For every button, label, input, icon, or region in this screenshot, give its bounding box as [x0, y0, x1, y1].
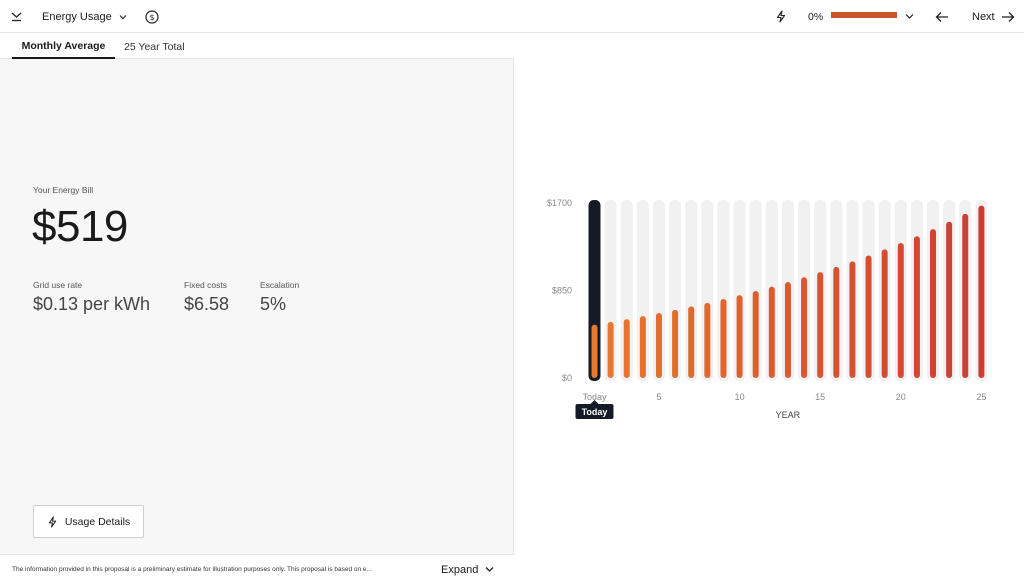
- bar-year-25: [978, 205, 985, 378]
- bar-year-10: [736, 295, 743, 378]
- progress-fill: [831, 12, 897, 18]
- progress-percent: 0%: [808, 10, 824, 23]
- bar-year-3: [623, 319, 630, 378]
- chevron-down-icon: [119, 14, 127, 19]
- expand-label: Expand: [441, 563, 479, 576]
- energy-bill-bar-chart: $0 $850 $1700 Today 5 10 15 20 25 YEAR Today: [547, 198, 988, 420]
- next-button[interactable]: Next: [972, 0, 1015, 33]
- x-tick-label: 20: [896, 392, 906, 402]
- bar-year-7: [688, 306, 695, 378]
- x-axis-label: YEAR: [776, 410, 801, 420]
- tab-monthly-average[interactable]: Monthly Average: [12, 34, 115, 59]
- bar-year-13: [784, 282, 791, 378]
- usage-details-label: Usage Details: [64, 515, 131, 528]
- progress-chevron-down-icon[interactable]: [904, 0, 915, 33]
- fixed-costs-label: Fixed costs: [184, 280, 227, 290]
- bar-year-1: [591, 324, 598, 378]
- next-label: Next: [972, 10, 995, 23]
- bar-year-18: [865, 255, 872, 378]
- bar-year-20: [897, 242, 904, 378]
- x-tick-label: 25: [976, 392, 986, 402]
- progress-bar: [831, 12, 897, 18]
- y-tick-label: $850: [552, 286, 572, 296]
- bar-year-19: [881, 249, 888, 378]
- bar-year-6: [672, 309, 679, 378]
- bar-year-14: [801, 277, 808, 378]
- bar-year-11: [752, 291, 759, 378]
- lightning-icon[interactable]: [775, 0, 787, 33]
- chevron-down-icon: [485, 567, 494, 572]
- escalation-label: Escalation: [260, 280, 300, 290]
- top-bar: Energy Usage $ 0% Next: [0, 0, 1024, 33]
- x-tick-label: 10: [735, 392, 745, 402]
- fixed-costs-value: $6.58: [184, 294, 230, 314]
- grid-rate-label: Grid use rate: [33, 280, 83, 290]
- tooltip-box: [575, 404, 614, 419]
- tab-bar: Monthly Average 25 Year Total: [0, 34, 514, 59]
- x-tick-label: 5: [656, 392, 661, 402]
- y-tick-label: $0: [562, 373, 572, 383]
- bar-year-16: [833, 266, 840, 378]
- bar-year-17: [849, 261, 856, 378]
- bar-year-8: [704, 302, 711, 378]
- bar-year-12: [768, 286, 775, 378]
- bill-label: Your Energy Bill: [33, 185, 94, 195]
- disclaimer-text: The information provided in this proposa…: [12, 566, 372, 573]
- tab-25-year-total[interactable]: 25 Year Total: [124, 40, 185, 53]
- dollar-circle-icon[interactable]: $: [145, 0, 159, 33]
- bar-year-22: [930, 229, 937, 378]
- bar-year-15: [817, 272, 824, 378]
- left-panel: Monthly Average 25 Year Total Your Energ…: [0, 34, 514, 583]
- svg-text:$: $: [149, 13, 154, 22]
- grid-rate-value: $0.13 per kWh: [33, 294, 151, 314]
- page-title-dropdown[interactable]: Energy Usage: [42, 0, 128, 33]
- bar-year-21: [913, 236, 920, 378]
- usage-details-button[interactable]: Usage Details: [33, 505, 144, 538]
- arrow-right-icon: [1001, 11, 1015, 22]
- bar-year-2: [607, 321, 614, 378]
- y-tick-label: $1700: [547, 198, 572, 208]
- page-title: Energy Usage: [42, 10, 112, 23]
- escalation-value: 5%: [260, 294, 287, 314]
- bill-value: $519: [32, 202, 128, 251]
- tooltip-label: Today: [582, 407, 608, 417]
- collapse-chevron-icon[interactable]: [10, 0, 23, 33]
- bar-year-4: [639, 316, 646, 378]
- lightning-icon: [48, 515, 57, 528]
- tooltip-pointer: [590, 400, 599, 404]
- disclaimer-bar: The information provided in this proposa…: [0, 554, 514, 583]
- bar-year-5: [655, 313, 662, 378]
- bar-year-9: [720, 299, 727, 378]
- bar-year-24: [962, 213, 969, 378]
- bar-year-23: [946, 221, 953, 378]
- x-tick-label: 15: [815, 392, 825, 402]
- arrow-left-icon[interactable]: [935, 0, 949, 33]
- x-tick-label: Today: [582, 392, 607, 402]
- expand-button[interactable]: Expand: [441, 555, 495, 583]
